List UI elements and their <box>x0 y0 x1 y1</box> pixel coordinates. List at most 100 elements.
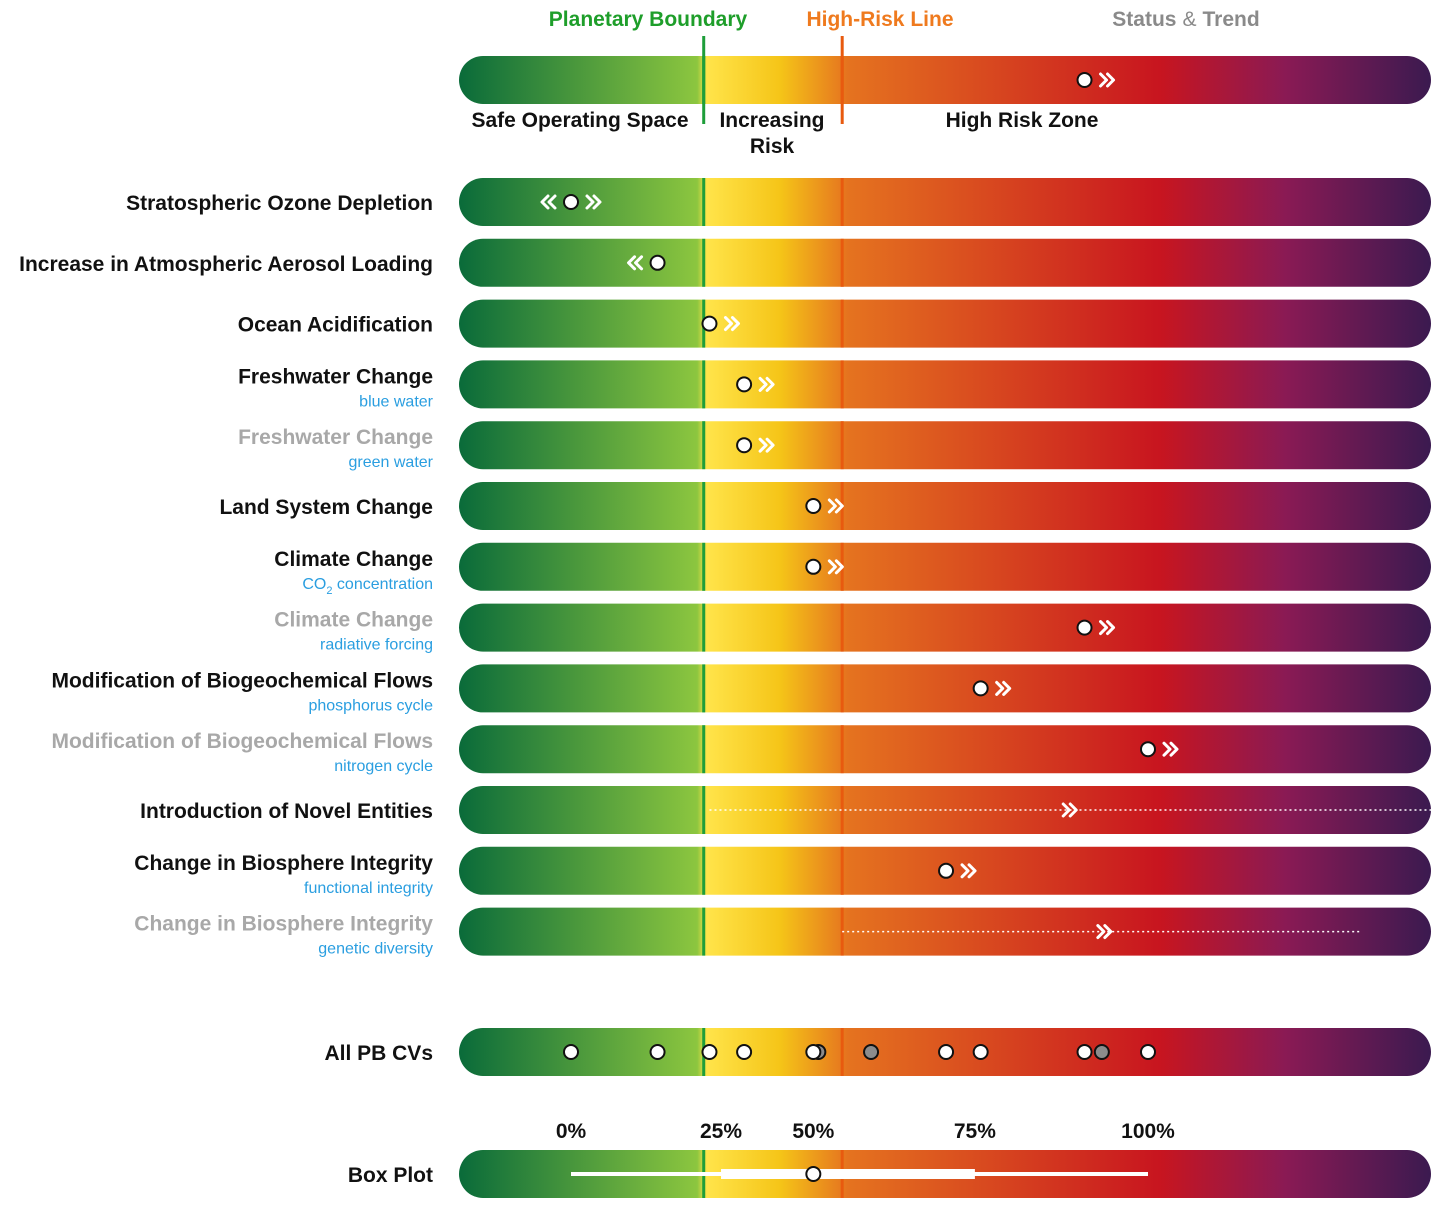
row-gradient-bar <box>459 603 1431 652</box>
cv-point <box>649 1044 666 1060</box>
legend-bar <box>459 36 1431 124</box>
box-plot-row: Box Plot 0% 25% 50% 75% 100% <box>348 1120 1431 1198</box>
row-sublabel: nitrogen cycle <box>334 758 433 775</box>
box-plot-tick-label: 75% <box>954 1120 996 1143</box>
boundary-row: Freshwater Change green water <box>238 421 1431 471</box>
sublabel-text: radiative forcing <box>320 637 433 654</box>
cv-point <box>736 1044 753 1060</box>
row-label: Change in Biosphere Integrity <box>134 852 433 875</box>
sublabel-text: phosphorus cycle <box>308 697 433 714</box>
row-label: Modification of Biogeochemical Flows <box>51 730 433 753</box>
row-label: Climate Change <box>274 609 433 632</box>
sublabel-text: green water <box>349 454 434 471</box>
status-dot <box>938 862 955 879</box>
boundary-row: Land System Change <box>219 482 1431 530</box>
status-dot <box>972 680 989 697</box>
planetary-boundary-title: Planetary Boundary <box>549 8 748 31</box>
trend-word: Trend <box>1203 8 1260 31</box>
box-plot-box <box>721 1169 975 1179</box>
safe-zone-label: Safe Operating Space <box>471 109 688 132</box>
sublabel-text: genetic diversity <box>318 941 433 958</box>
row-label: Increase in Atmospheric Aerosol Loading <box>19 253 433 276</box>
status-dot <box>1140 741 1156 758</box>
status-dot <box>736 437 753 454</box>
row-label: Land System Change <box>219 496 433 519</box>
boundary-row: Modification of Biogeochemical Flows phos… <box>51 664 1431 714</box>
cv-point <box>805 1044 822 1060</box>
cv-point <box>938 1044 955 1060</box>
boundary-row: Modification of Biogeochemical Flows nitr… <box>51 725 1431 775</box>
row-gradient-bar <box>459 542 1431 591</box>
row-label: Freshwater Change <box>238 426 433 449</box>
row-gradient-bar <box>459 178 1431 226</box>
row-gradient-bar <box>459 482 1431 530</box>
box-plot-tick-label: 100% <box>1121 1120 1175 1143</box>
cv-point <box>863 1044 880 1060</box>
boundary-row: Climate Change radiative forcing <box>274 603 1431 654</box>
row-gradient-bar <box>459 238 1431 287</box>
high-risk-line-title: High-Risk Line <box>806 8 953 31</box>
row-sublabel: phosphorus cycle <box>308 697 433 714</box>
row-gradient-bar <box>459 725 1431 774</box>
high-risk-zone-label: High Risk Zone <box>946 109 1099 132</box>
boundary-row: Introduction of Novel Entities <box>140 786 1431 834</box>
row-label: Stratospheric Ozone Depletion <box>126 192 433 215</box>
row-sublabel: functional integrity <box>304 880 433 897</box>
row-label: Freshwater Change <box>238 365 433 388</box>
legend-status-dot <box>1076 72 1093 88</box>
cv-point <box>563 1044 579 1060</box>
box-plot-label: Box Plot <box>348 1164 433 1187</box>
increasing-risk-label-line2: Risk <box>750 135 795 158</box>
boundary-row: Freshwater Change blue water <box>238 360 1431 410</box>
legend-gradient-bar <box>459 56 1431 104</box>
zone-labels: Safe Operating Space Increasing Risk Hig… <box>471 109 1098 158</box>
row-label: Modification of Biogeochemical Flows <box>51 669 433 692</box>
status-dot <box>563 194 579 210</box>
row-label: Change in Biosphere Integrity <box>134 913 433 936</box>
sublabel-text: nitrogen cycle <box>334 758 433 775</box>
box-plot-tick-label: 0% <box>556 1120 587 1143</box>
sublabel-text: CO <box>302 576 326 593</box>
status-dot <box>805 498 822 514</box>
chart-header: Planetary Boundary High-Risk Line Status… <box>549 8 1260 31</box>
status-dot <box>736 376 753 393</box>
sublabel-tail: concentration <box>332 576 433 593</box>
row-sublabel: genetic diversity <box>318 941 433 958</box>
status-word: Status <box>1112 8 1176 31</box>
row-label: Climate Change <box>274 548 433 571</box>
row-gradient-bar <box>459 664 1431 713</box>
ampersand: & <box>1182 8 1196 31</box>
box-plot-tick-label: 25% <box>700 1120 742 1143</box>
status-dot <box>805 558 822 575</box>
cv-point <box>972 1044 989 1060</box>
increasing-risk-label-line1: Increasing <box>719 109 824 132</box>
row-sublabel: CO2 concentration <box>302 576 433 597</box>
sublabel-subscript: 2 <box>326 585 332 597</box>
row-label: Ocean Acidification <box>238 314 433 337</box>
status-dot <box>701 315 718 332</box>
status-trend-title: Status & Trend <box>1112 8 1259 31</box>
row-label: Introduction of Novel Entities <box>140 800 433 823</box>
sublabel-text: functional integrity <box>304 880 433 897</box>
all-pb-cvs-label: All PB CVs <box>324 1042 433 1065</box>
row-sublabel: green water <box>349 454 434 471</box>
row-sublabel: blue water <box>359 393 433 410</box>
row-gradient-bar <box>459 299 1431 348</box>
boundary-row: Stratospheric Ozone Depletion <box>126 178 1431 226</box>
all-pb-cvs-row: All PB CVs <box>324 1028 1431 1076</box>
sublabel-text: blue water <box>359 393 433 410</box>
row-gradient-bar <box>459 907 1431 956</box>
cv-point <box>1093 1044 1110 1060</box>
box-plot-median <box>805 1166 822 1182</box>
row-gradient-bar <box>459 421 1431 470</box>
box-plot-tick-label: 50% <box>792 1120 834 1143</box>
status-dot <box>1076 619 1093 636</box>
boundary-row: Ocean Acidification <box>238 299 1431 348</box>
row-sublabel: radiative forcing <box>320 637 433 654</box>
boundary-row: Change in Biosphere Integrity functional … <box>134 846 1431 897</box>
row-gradient-bar <box>459 360 1431 409</box>
boundary-rows: Stratospheric Ozone Depletion Increase in… <box>19 178 1431 958</box>
boundary-row: Increase in Atmospheric Aerosol Loading <box>19 238 1431 287</box>
cv-point <box>701 1044 718 1060</box>
